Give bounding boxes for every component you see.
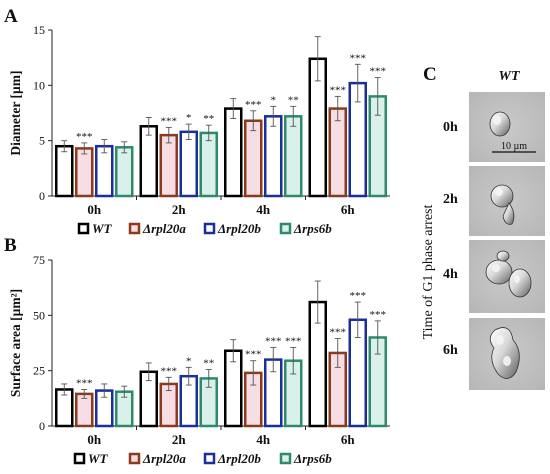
legend-a-swatch-rps6b	[279, 222, 292, 235]
significance-b-rpl20b-2h: *	[186, 355, 192, 367]
bar-a-rpl20a-2h	[159, 133, 178, 198]
panel-b-label: B	[4, 235, 17, 256]
chart-b-category-label: 2h	[172, 432, 187, 447]
significance-a-rps6b-4h: **	[288, 94, 299, 106]
timepoint-label-0h: 0h	[443, 120, 458, 135]
legend-a-swatch-wt	[77, 222, 90, 235]
significance-a-rps6b-6h: ***	[370, 66, 387, 78]
legend-b-swatch-rps6b	[279, 452, 292, 465]
chart-b-ylabel: Surface area [µm²]	[8, 289, 23, 397]
chart-a-ytick-label: 0	[39, 189, 45, 203]
significance-a-rpl20b-6h: ***	[350, 52, 367, 64]
significance-b-rpl20a-2h: ***	[161, 365, 178, 377]
bar-a-rpl20a-6h	[328, 107, 347, 198]
significance-a-rpl20a-4h: ***	[245, 99, 262, 111]
legend-b-label-rpl20a: Δrpl20a	[142, 451, 186, 466]
micrograph-6h	[469, 318, 545, 390]
bar-a-rps6b-4h	[284, 115, 303, 198]
significance-b-rps6b-6h: ***	[370, 309, 387, 321]
bar-a-rpl20a-4h	[244, 119, 263, 198]
chart-b-category-label: 6h	[341, 432, 356, 447]
bar-a-wt-0h	[55, 144, 74, 198]
bar-a-rps6b-0h	[115, 146, 134, 198]
bar-a-wt-4h	[224, 107, 243, 198]
legend-b-swatch-rpl20b	[203, 452, 216, 465]
timepoint-label-6h: 6h	[443, 343, 458, 358]
significance-a-rpl20a-0h: ***	[76, 131, 93, 143]
bar-a-rps6b-2h	[199, 131, 218, 198]
significance-b-rps6b-4h: ***	[285, 335, 302, 347]
bar-a-rpl20a-0h	[75, 147, 94, 198]
significance-a-rps6b-2h: **	[203, 113, 214, 125]
panel-c-header: WT	[499, 69, 521, 84]
chart-b-category-label: 4h	[256, 432, 271, 447]
timepoint-label-2h: 2h	[443, 192, 458, 207]
significance-b-rpl20b-6h: ***	[350, 290, 367, 302]
chart-b-category-label: 0h	[87, 432, 102, 447]
bar-a-rpl20b-2h	[179, 130, 198, 198]
legend-b-swatch-rpl20a	[128, 452, 141, 465]
micrograph-2h	[469, 166, 545, 236]
panel-c: WT Time of G1 phase arrest 0h 2h 4h 6h 1…	[421, 69, 545, 390]
significance-a-rpl20b-4h: *	[271, 94, 277, 106]
chart-a-category-label: 2h	[172, 202, 187, 217]
legend-b-label-wt: WT	[88, 451, 109, 466]
significance-b-rps6b-2h: **	[203, 358, 214, 370]
legend-a-swatch-rpl20a	[128, 222, 141, 235]
panel-a-label: A	[4, 6, 18, 27]
chart-b-ytick-label: 0	[39, 419, 45, 433]
significance-a-rpl20a-6h: ***	[330, 84, 347, 96]
micrograph-0h: 10 µm	[469, 92, 545, 162]
timepoint-label-4h: 4h	[443, 267, 458, 282]
significance-b-rpl20a-4h: ***	[245, 349, 262, 361]
chart-b-ytick-label: 75	[33, 253, 45, 267]
panel-c-side-label: Time of G1 phase arrest	[421, 204, 436, 339]
micrograph-4h	[469, 240, 545, 313]
significance-b-rpl20b-4h: ***	[265, 335, 282, 347]
panel-c-label: C	[423, 64, 437, 85]
significance-b-rpl20a-0h: ***	[76, 377, 93, 389]
significance-b-rpl20a-6h: ***	[330, 327, 347, 339]
legend-a-label-rpl20a: Δrpl20a	[142, 221, 186, 236]
significance-a-rpl20b-2h: *	[186, 112, 192, 124]
chart-a-ytick-label: 15	[33, 23, 45, 37]
bar-a-rpl20b-0h	[95, 144, 114, 198]
chart-a-category-label: 4h	[256, 202, 271, 217]
legend-b: WT Δrpl20a Δrpl20b Δrps6b	[73, 451, 332, 466]
scale-bar-label: 10 µm	[501, 141, 527, 152]
legend-a-label-rpl20b: Δrpl20b	[217, 221, 261, 236]
bar-a-wt-2h	[139, 125, 158, 198]
legend-a-swatch-rpl20b	[203, 222, 216, 235]
legend-a-label-wt: WT	[92, 221, 113, 236]
bar-a-rpl20b-4h	[264, 115, 283, 198]
chart-b-ytick-label: 25	[33, 364, 45, 378]
significance-a-rpl20a-2h: ***	[161, 115, 178, 127]
legend-a-label-rps6b: Δrps6b	[293, 221, 332, 236]
chart-a-category-label: 6h	[341, 202, 356, 217]
legend-b-label-rpl20b: Δrpl20b	[217, 451, 261, 466]
chart-b-ytick-label: 50	[33, 308, 45, 322]
chart-a-ylabel: Diameter [µm]	[8, 70, 23, 155]
chart-a-ytick-label: 5	[39, 134, 45, 148]
chart-a-category-label: 0h	[87, 202, 102, 217]
legend-b-swatch-wt	[73, 452, 86, 465]
chart-a-ytick-label: 10	[33, 78, 45, 92]
legend-b-label-rps6b: Δrps6b	[293, 451, 332, 466]
legend-a: WT Δrpl20a Δrpl20b Δrps6b	[77, 221, 332, 236]
